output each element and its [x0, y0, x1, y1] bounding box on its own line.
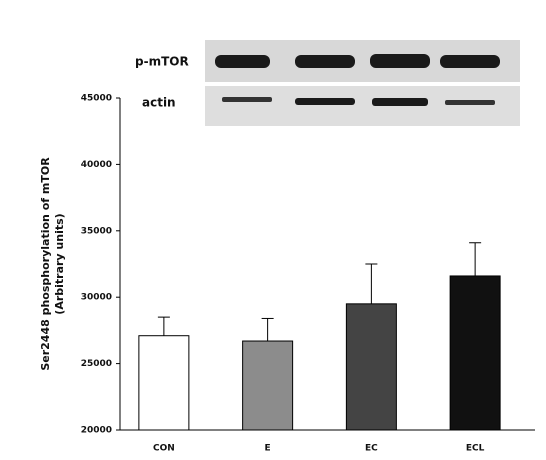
bar — [345, 303, 397, 431]
y-tick-label: 40000 — [81, 160, 112, 170]
bar — [242, 340, 294, 431]
blot-panel — [205, 86, 520, 126]
y-tick-label: 20000 — [81, 426, 112, 436]
blot-label: actin — [142, 96, 176, 110]
x-tick-label: ECL — [466, 444, 485, 454]
y-tick-label: 30000 — [81, 293, 112, 303]
y-tick-label: 35000 — [81, 226, 112, 236]
y-tick-label: 45000 — [81, 94, 112, 104]
x-tick-label: CON — [153, 444, 175, 454]
y-tick-label: 25000 — [81, 359, 112, 369]
blot-bands — [215, 54, 500, 106]
x-tick-label: EC — [365, 444, 378, 454]
y-axis-label: Ser2448 phosphorylation of mTOR — [39, 157, 52, 371]
y-axis-label: (Arbitrary units) — [53, 213, 66, 314]
bar — [138, 335, 190, 431]
bar — [449, 275, 501, 431]
y-label-group: Ser2448 phosphorylation of mTOR (Arbitra… — [39, 157, 66, 371]
x-tick-label: E — [265, 444, 271, 454]
blot-label: p-mTOR — [135, 55, 189, 69]
